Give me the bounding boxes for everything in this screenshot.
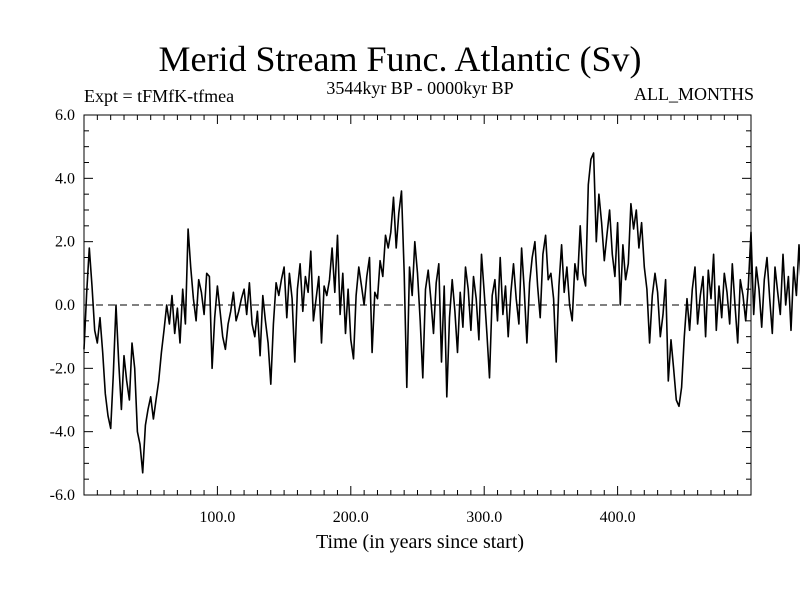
- series-line: [83, 152, 800, 474]
- experiment-label: Expt = tFMfK-tfmea: [84, 86, 235, 106]
- chart-title: Merid Stream Func. Atlantic (Sv): [158, 39, 642, 79]
- x-tick-label: 100.0: [199, 509, 235, 526]
- y-tick-label: -6.0: [50, 487, 75, 504]
- x-tick-label: 400.0: [600, 509, 636, 526]
- y-tick-label: 0.0: [55, 297, 75, 314]
- y-tick-label: 2.0: [55, 234, 75, 251]
- x-axis-label: Time (in years since start): [316, 531, 524, 553]
- x-tick-label: 300.0: [466, 509, 502, 526]
- period-label: 3544kyr BP - 0000kyr BP: [326, 78, 514, 98]
- y-tick-label: 4.0: [55, 170, 75, 187]
- y-tick-label: -4.0: [50, 424, 75, 441]
- season-label: ALL_MONTHS: [634, 84, 754, 104]
- x-tick-label: 200.0: [333, 509, 369, 526]
- y-tick-label: 6.0: [55, 107, 75, 124]
- y-tick-label: -2.0: [50, 360, 75, 377]
